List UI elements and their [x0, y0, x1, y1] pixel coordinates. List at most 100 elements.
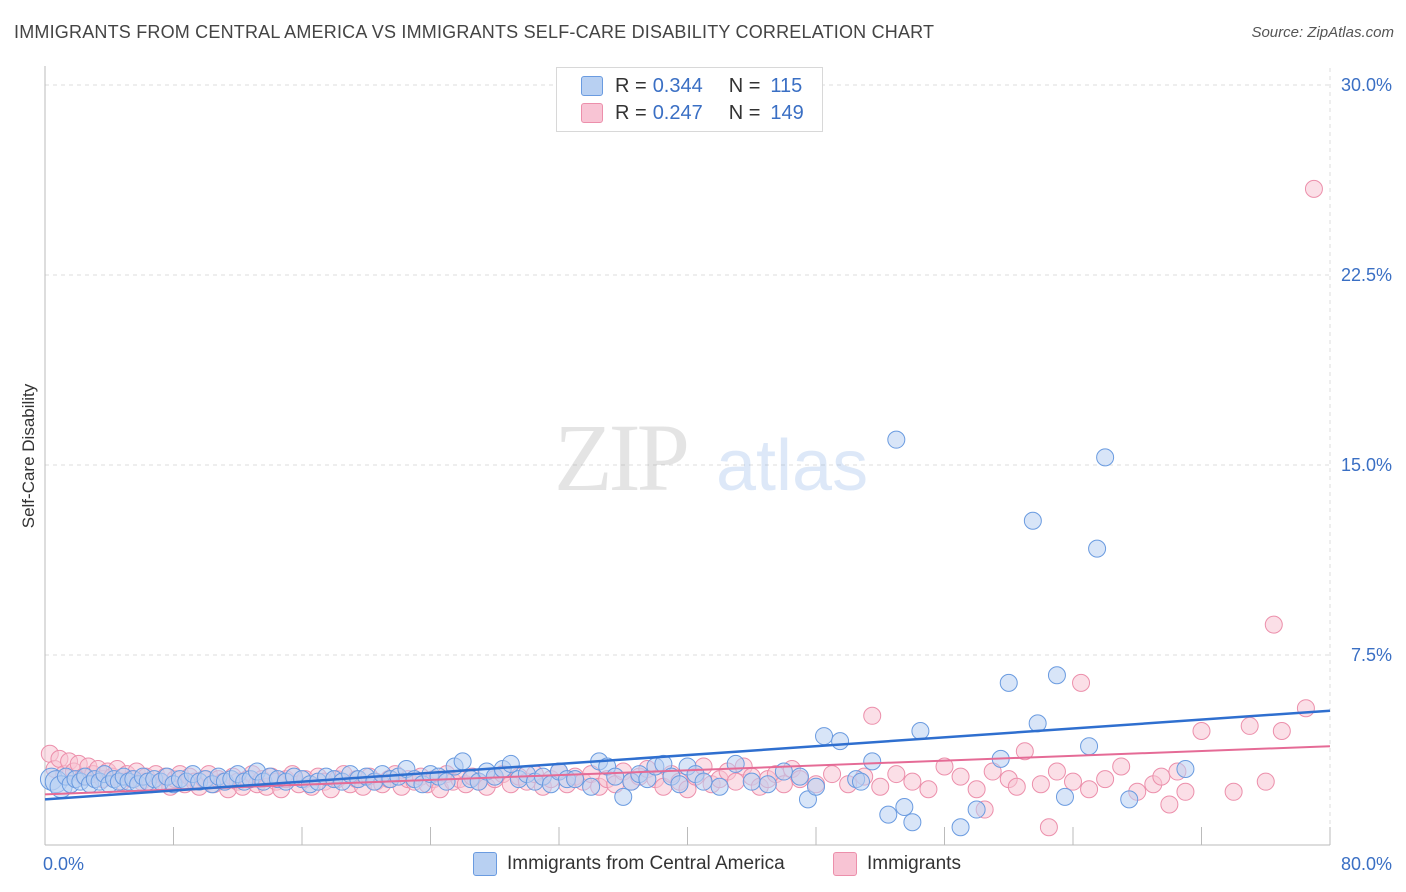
- central-america-point: [911, 722, 930, 740]
- central-america-point: [967, 800, 986, 819]
- watermark: ZIP atlas: [554, 404, 868, 511]
- immigrants-point: [951, 767, 970, 786]
- immigrants-trend-line: [44, 745, 1331, 796]
- y-tick-label: 22.5%: [1341, 265, 1392, 285]
- immigrants-point: [935, 757, 954, 776]
- central-america-point: [710, 777, 729, 796]
- immigrants-point: [1072, 673, 1091, 692]
- immigrants-point: [967, 780, 986, 799]
- central-america-point: [606, 767, 625, 786]
- central-america-point: [831, 732, 850, 751]
- legend-r-label: R =: [615, 74, 647, 97]
- central-america-point: [1047, 666, 1066, 685]
- central-america-point: [807, 777, 825, 796]
- grid-lines: [45, 68, 1331, 845]
- legend-n-value: 149: [770, 101, 804, 124]
- series-legend: Immigrants from Central America Immigran…: [0, 852, 1406, 878]
- central-america-point: [670, 775, 689, 794]
- central-america-point: [951, 818, 970, 837]
- immigrants-point: [1112, 757, 1131, 776]
- central-america-point: [437, 772, 456, 791]
- immigrants-point: [983, 762, 1002, 781]
- trend-lines: [44, 709, 1331, 801]
- immigrants-point: [1031, 775, 1050, 794]
- legend-n-label: N =: [728, 101, 761, 124]
- immigrants-point: [1296, 699, 1315, 718]
- y-axis-label: Self-Care Disability: [19, 383, 38, 528]
- x-tick-label: 0.0%: [43, 854, 84, 874]
- central-america-point: [798, 790, 817, 809]
- series-legend-immigrants: Immigrants: [833, 852, 961, 876]
- central-america-point: [726, 754, 745, 773]
- central-america-point: [582, 777, 601, 796]
- immigrants-point: [1224, 782, 1243, 801]
- series-label-central-america: Immigrants from Central America: [507, 853, 785, 874]
- central-america-point: [758, 775, 777, 794]
- immigrants-point: [1176, 782, 1195, 801]
- immigrants-point: [863, 706, 882, 725]
- y-tick-label: 7.5%: [1351, 645, 1392, 665]
- central-america-point: [1120, 790, 1139, 809]
- immigrants-point: [1007, 777, 1026, 796]
- x-tick-label: 80.0%: [1341, 854, 1392, 874]
- central-america-point: [638, 770, 657, 789]
- central-america-point: [1088, 539, 1107, 558]
- immigrants-point: [1039, 818, 1058, 837]
- immigrants-point: [1160, 795, 1179, 814]
- central-america-point: [566, 770, 585, 789]
- central-america-point: [501, 754, 520, 773]
- central-america-point: [879, 805, 898, 824]
- central-america-point: [453, 752, 472, 771]
- central-america-point: [654, 754, 673, 773]
- immigrants-point: [1272, 722, 1291, 740]
- legend-r-label: R =: [615, 101, 647, 124]
- central-america-point: [903, 813, 922, 832]
- immigrants-point: [903, 772, 922, 791]
- central-america-trend-line: [44, 709, 1331, 801]
- source-label: Source: ZipAtlas.com: [1251, 24, 1394, 41]
- central-america-point: [851, 772, 870, 791]
- central-america-point: [1055, 787, 1074, 806]
- legend-row-central-america: R = 0.344 N = 115: [581, 74, 802, 98]
- immigrants-point: [1080, 780, 1099, 799]
- central-america-point: [815, 727, 834, 746]
- legend-swatch-blue: [581, 76, 603, 96]
- y-tick-label: 30.0%: [1341, 75, 1392, 95]
- central-america-point: [614, 787, 633, 806]
- central-america-point: [1080, 737, 1099, 756]
- legend-n-value: 115: [770, 74, 803, 97]
- central-america-point: [1176, 760, 1195, 778]
- legend-n-label: N =: [728, 74, 761, 97]
- immigrants-point: [1192, 722, 1211, 740]
- immigrants-point: [1096, 770, 1115, 789]
- watermark-atlas: atlas: [716, 426, 868, 506]
- series-legend-central-america: Immigrants from Central America: [473, 852, 785, 876]
- axes: [44, 66, 1331, 846]
- central-america-point: [694, 772, 713, 791]
- immigrants-point: [1047, 762, 1066, 781]
- central-america-point: [1096, 448, 1115, 467]
- immigrants-point: [1304, 179, 1323, 198]
- tick-labels: 7.5% 15.0% 22.5% 30.0% 0.0% 80.0%: [43, 75, 1392, 874]
- central-america-point: [790, 767, 809, 786]
- immigrants-point: [1240, 716, 1259, 735]
- legend-r-value: 0.344: [652, 74, 703, 97]
- central-america-point: [895, 798, 914, 816]
- series-swatch-pink: [833, 852, 857, 876]
- y-tick-label: 15.0%: [1341, 455, 1392, 475]
- legend-row-immigrants: R = 0.247 N = 149: [581, 101, 804, 125]
- immigrants-point: [1064, 772, 1082, 791]
- central-america-point: [742, 772, 761, 791]
- immigrants-point: [887, 765, 906, 784]
- central-america-point: [999, 673, 1018, 692]
- immigrants-point: [919, 780, 938, 799]
- legend-swatch-pink: [581, 103, 603, 123]
- chart-title: IMMIGRANTS FROM CENTRAL AMERICA VS IMMIG…: [14, 22, 935, 42]
- central-america-point: [887, 430, 906, 449]
- series-swatch-blue: [473, 852, 497, 876]
- series-label-immigrants: Immigrants: [867, 853, 961, 874]
- central-america-point: [863, 752, 882, 771]
- immigrants-point: [1256, 772, 1275, 791]
- immigrants-point: [823, 765, 842, 784]
